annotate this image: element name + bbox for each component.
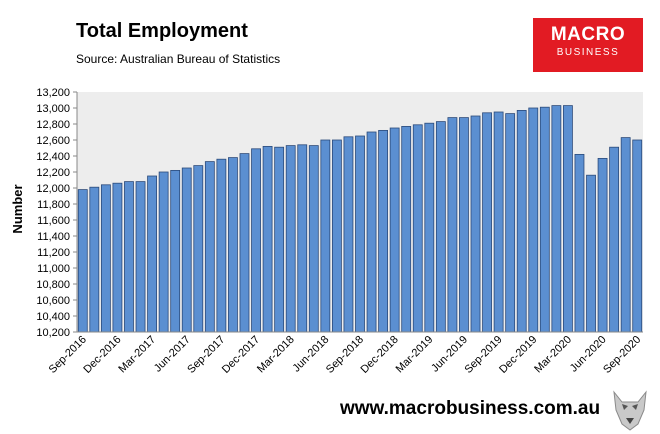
bar-Feb-2018 (274, 146, 285, 333)
bar-Jul-2020 (609, 146, 620, 333)
bar-Sep-2019 (493, 111, 504, 333)
bar-Mar-2019 (424, 122, 435, 333)
chart-title: Total Employment (76, 20, 248, 42)
bar-Oct-2017 (228, 157, 238, 333)
x-tick-label: Mar-2017 (116, 334, 158, 376)
bar-Aug-2020 (620, 137, 631, 333)
x-tick-label: Dec-2017 (220, 334, 262, 376)
bar-May-2019 (447, 117, 458, 333)
bar-May-2020 (586, 174, 596, 333)
bar-Oct-2018 (366, 131, 377, 333)
y-tick-label: 12,200 (36, 167, 70, 179)
bar-Apr-2017 (158, 171, 169, 333)
bar-Jan-2018 (262, 145, 273, 333)
bar-Dec-2017 (251, 148, 261, 333)
bar-Jun-2019 (459, 117, 469, 333)
y-tick-label: 13,200 (36, 87, 70, 99)
bar-Aug-2017 (204, 161, 215, 333)
wolf-mascot-icon (613, 390, 647, 431)
x-tick-label: Sep-2020 (601, 334, 643, 376)
bar-Dec-2018 (389, 127, 400, 333)
y-tick-label: 10,200 (36, 327, 70, 339)
bar-Sep-2020 (632, 139, 643, 333)
bar-Aug-2019 (482, 112, 492, 333)
y-tick-label: 12,800 (36, 119, 70, 131)
y-tick-label: 11,000 (37, 263, 70, 275)
y-tick-label: 11,200 (37, 247, 70, 259)
y-tick-label: 11,400 (37, 231, 70, 243)
bar-Apr-2018 (297, 144, 308, 333)
bars-group (77, 105, 643, 333)
bar-Feb-2020 (551, 105, 562, 333)
logo-line-2: BUSINESS (556, 47, 620, 58)
bar-Jul-2017 (193, 165, 204, 333)
bar-Oct-2019 (505, 113, 516, 333)
bar-Mar-2017 (147, 175, 157, 333)
x-tick-label: Mar-2020 (532, 334, 574, 376)
bar-Jul-2019 (470, 115, 481, 333)
y-tick-label: 10,800 (36, 279, 70, 291)
x-tick-label: Mar-2019 (394, 334, 436, 376)
bar-Feb-2017 (135, 181, 146, 333)
logo-line-1: MACRO (550, 24, 626, 45)
bar-Aug-2018 (343, 136, 354, 333)
bar-Jun-2018 (320, 139, 331, 333)
bar-Nov-2016 (100, 184, 111, 333)
x-tick-label: Dec-2016 (81, 334, 123, 376)
bar-Sep-2016 (77, 189, 88, 333)
bar-Dec-2019 (528, 107, 539, 333)
y-tick-label: 11,600 (37, 215, 70, 227)
bar-Jul-2018 (331, 139, 342, 333)
chart-source: Source: Australian Bureau of Statistics (76, 52, 281, 66)
bar-Jun-2017 (181, 167, 192, 333)
bar-Mar-2020 (563, 105, 573, 333)
y-tick-label: 11,800 (37, 199, 70, 211)
bar-Jan-2020 (539, 106, 550, 333)
y-axis: 10,200 10,400 10,600 10,800 11,000 11,200 11,4… (36, 87, 78, 339)
footer-url: www.macrobusiness.com.au (340, 398, 601, 419)
bar-Feb-2019 (412, 124, 423, 333)
bar-Dec-2016 (112, 182, 123, 333)
bar-Nov-2017 (239, 153, 250, 333)
x-tick-label: Dec-2018 (359, 334, 401, 376)
x-axis: Sep-2016Dec-2016Mar-2017Jun-2017Sep-2017… (47, 331, 643, 376)
bar-Sep-2018 (355, 135, 365, 333)
bar-Nov-2019 (516, 110, 527, 333)
bar-Nov-2018 (378, 129, 389, 333)
x-tick-label: Dec-2019 (497, 334, 539, 376)
bar-Apr-2019 (435, 121, 446, 333)
macro-business-logo: MACRO BUSINESS (533, 18, 643, 72)
y-tick-label: 10,400 (36, 311, 70, 323)
x-tick-label: Mar-2018 (255, 334, 297, 376)
bar-Apr-2020 (574, 153, 585, 333)
y-tick-label: 12,000 (36, 183, 70, 195)
bar-Oct-2016 (89, 186, 100, 333)
y-tick-label: 12,600 (36, 135, 70, 147)
y-tick-label: 12,400 (36, 151, 70, 163)
bar-Mar-2018 (285, 145, 296, 333)
bar-Jan-2019 (401, 126, 412, 333)
bar-May-2018 (308, 145, 319, 333)
bar-Jan-2017 (124, 181, 134, 333)
y-axis-label: Number (10, 184, 25, 233)
y-tick-label: 13,000 (36, 103, 70, 115)
bar-Sep-2017 (216, 158, 227, 333)
bar-May-2017 (170, 169, 181, 333)
y-tick-label: 10,600 (36, 295, 70, 307)
bar-Jun-2020 (597, 157, 608, 333)
